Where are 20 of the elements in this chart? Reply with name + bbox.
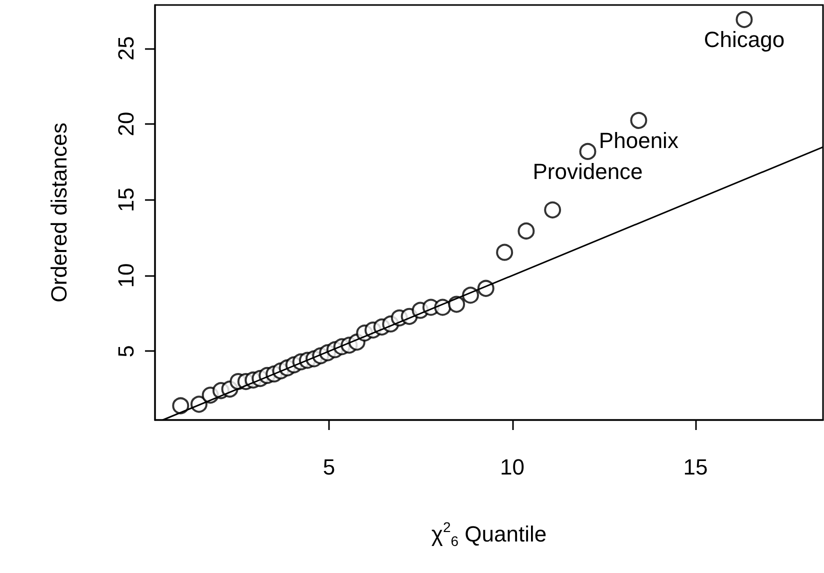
point xyxy=(172,397,190,414)
annotation: Chicago xyxy=(704,27,785,52)
y-tick-label: 25 xyxy=(114,36,138,61)
x-tick-label: 5 xyxy=(322,454,336,480)
y-tick-label: 15 xyxy=(114,188,138,212)
y-tick-label: 20 xyxy=(114,112,138,136)
point xyxy=(448,296,466,313)
x-tick-label: 15 xyxy=(683,454,708,480)
x-tick-label: 10 xyxy=(500,454,525,480)
point xyxy=(518,222,535,240)
y-tick-label: 5 xyxy=(114,345,138,358)
point xyxy=(579,142,596,160)
point xyxy=(736,11,753,28)
y-tick-label: 10 xyxy=(114,263,138,288)
point xyxy=(544,201,562,218)
annotation: Phoenix xyxy=(598,128,678,153)
point xyxy=(496,244,514,261)
annotation: Providence xyxy=(532,158,643,184)
point xyxy=(630,112,648,129)
y-axis-title: Ordered distances xyxy=(46,122,72,302)
